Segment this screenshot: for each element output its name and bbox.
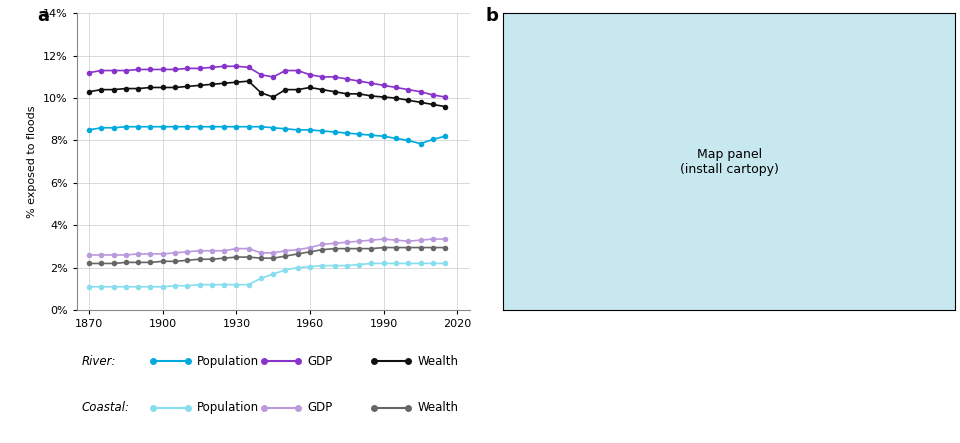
Y-axis label: % exposed to floods: % exposed to floods [28, 105, 37, 218]
Text: b: b [486, 8, 498, 25]
Text: a: a [37, 8, 50, 25]
Text: Population: Population [197, 354, 259, 368]
Text: Wealth: Wealth [418, 401, 459, 414]
Text: GDP: GDP [307, 354, 332, 368]
Text: GDP: GDP [307, 401, 332, 414]
Text: River:: River: [82, 354, 116, 368]
Text: Coastal:: Coastal: [82, 401, 130, 414]
Text: Population: Population [197, 401, 259, 414]
Text: Map panel
(install cartopy): Map panel (install cartopy) [680, 148, 779, 176]
Text: Wealth: Wealth [418, 354, 459, 368]
